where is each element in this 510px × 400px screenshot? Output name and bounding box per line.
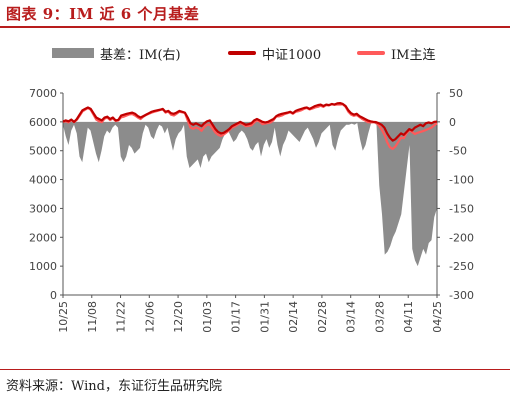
basis-area [63, 121, 437, 267]
right-tick-label: -100 [449, 174, 474, 187]
x-tick-label: 01/17 [230, 301, 243, 333]
right-tick-label: -50 [449, 145, 467, 158]
tick-labels-layer: 0 1000 2000 3000 4000 5000 6000 7000 50 0 -50 -100 -… [29, 87, 474, 333]
x-tick-label: 02/14 [287, 301, 300, 333]
legend-item-basis: 基差：IM(右) [52, 42, 181, 64]
left-tick-label: 6000 [29, 116, 57, 129]
x-tick-label: 04/11 [402, 301, 415, 333]
left-tick-label: 7000 [29, 87, 57, 100]
x-tick-label: 01/31 [258, 301, 271, 333]
x-tick-label: 04/25 [431, 301, 444, 333]
right-tick-label: -300 [449, 289, 474, 302]
title-underline [0, 26, 510, 28]
basis-area-layer [63, 121, 437, 267]
right-tick-label: -150 [449, 202, 474, 215]
legend-swatch-basis [52, 48, 94, 58]
left-tick-label: 4000 [29, 174, 57, 187]
chart-title: 图表 9：IM 近 6 个月基差 [6, 5, 200, 23]
x-tick-label: 11/08 [86, 301, 99, 333]
price-lines-layer [62, 101, 438, 151]
left-tick-label: 5000 [29, 145, 57, 158]
legend-item-im-main: IM主连 [357, 42, 435, 64]
legend-label-csi1000: 中证1000 [262, 47, 322, 63]
source-note: 资料来源：Wind，东证衍生品研究院 [6, 379, 222, 394]
left-tick-label: 1000 [29, 260, 57, 273]
x-tick-label: 02/28 [316, 301, 329, 333]
right-tick-label: -200 [449, 231, 474, 244]
axes-layer [60, 92, 440, 298]
legend-swatch-csi1000 [228, 51, 256, 55]
legend-label-im-main: IM主连 [391, 47, 436, 63]
right-tick-label: -250 [449, 260, 474, 273]
x-tick-label: 03/14 [345, 301, 358, 333]
chart-legend: 基差：IM(右) 中证1000 IM主连 [0, 42, 510, 64]
basis-chart: 0 1000 2000 3000 4000 5000 6000 7000 50 0 -50 -100 -… [29, 87, 474, 333]
x-tick-label: 11/22 [115, 301, 128, 333]
x-tick-label: 01/03 [201, 301, 214, 333]
legend-item-csi1000: 中证1000 [228, 42, 321, 64]
legend-label-basis: 基差：IM(右) [100, 47, 181, 63]
right-tick-label: 0 [449, 116, 456, 129]
right-tick-label: 50 [449, 87, 463, 100]
left-tick-label: 0 [50, 289, 57, 302]
left-tick-label: 3000 [29, 202, 57, 215]
x-tick-label: 12/20 [172, 301, 185, 333]
legend-swatch-im-main [357, 51, 385, 55]
left-tick-label: 2000 [29, 231, 57, 244]
x-tick-label: 10/25 [57, 301, 70, 333]
x-tick-label: 12/06 [143, 301, 156, 333]
source-divider [0, 369, 510, 370]
x-tick-label: 03/28 [373, 301, 386, 333]
csi1000-line [62, 101, 438, 142]
